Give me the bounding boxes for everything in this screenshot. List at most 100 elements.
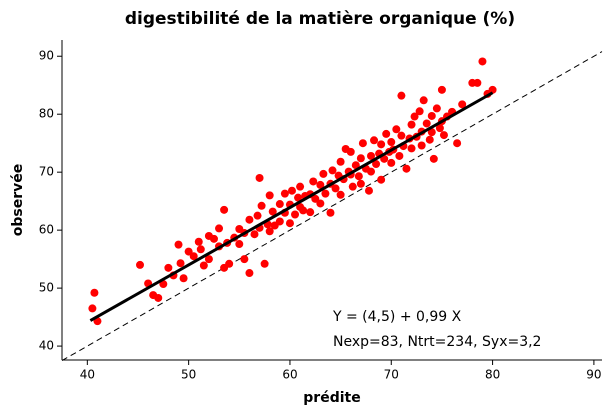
point [415, 107, 424, 116]
point [316, 180, 325, 189]
point [319, 169, 328, 178]
point [395, 151, 404, 160]
point [397, 91, 406, 100]
y-tick-label: 50 [39, 281, 54, 295]
point [348, 182, 357, 191]
point [294, 193, 303, 202]
point [407, 144, 416, 153]
point [176, 259, 185, 268]
point [265, 227, 274, 236]
point [204, 255, 213, 264]
point [306, 208, 315, 217]
point [280, 189, 289, 198]
point [311, 194, 320, 203]
point [265, 191, 274, 200]
point [419, 96, 428, 105]
y-tick-label: 70 [39, 165, 54, 179]
point [432, 104, 441, 113]
point [291, 210, 300, 219]
point [225, 259, 234, 268]
x-tick-label: 90 [586, 368, 601, 382]
point [189, 252, 198, 261]
point [275, 217, 284, 226]
point [275, 200, 284, 209]
point [417, 141, 426, 150]
point [199, 261, 208, 270]
point [255, 173, 264, 182]
point [435, 124, 444, 133]
point [354, 172, 363, 181]
point [346, 147, 355, 156]
point [184, 247, 193, 256]
point [309, 177, 318, 186]
point [397, 131, 406, 140]
x-tick-label: 80 [485, 368, 500, 382]
x-tick-label: 70 [384, 368, 399, 382]
point [387, 138, 396, 147]
point [235, 240, 244, 249]
point [427, 111, 436, 120]
point [328, 166, 337, 175]
point [488, 85, 497, 94]
point [245, 269, 254, 278]
point [370, 136, 379, 145]
y-tick-label: 80 [39, 107, 54, 121]
point [473, 78, 482, 87]
y-tick-label: 40 [39, 339, 54, 353]
point [285, 219, 294, 228]
point [245, 215, 254, 224]
point [427, 128, 436, 137]
point [174, 240, 183, 249]
point [458, 100, 467, 109]
annotation: Y = (4,5) + 0,99 X [332, 309, 462, 325]
point [154, 293, 163, 302]
point [196, 245, 205, 254]
point [287, 186, 296, 195]
identity-line [61, 51, 603, 362]
y-tick-label: 60 [39, 223, 54, 237]
point [439, 131, 448, 140]
point [358, 139, 367, 148]
point [336, 190, 345, 199]
point [356, 154, 365, 163]
point [220, 205, 229, 214]
point [356, 179, 365, 188]
y-tick-label: 90 [39, 49, 54, 63]
point [90, 288, 99, 297]
point [410, 112, 419, 121]
annotation: Nexp=83, Ntrt=234, Syx=3,2 [333, 334, 541, 350]
point [478, 57, 487, 66]
point [387, 158, 396, 167]
point [215, 224, 224, 233]
point [257, 201, 266, 210]
point [296, 182, 305, 191]
point [268, 207, 277, 216]
chart-title: digestibilité de la matière organique (%… [125, 9, 515, 29]
point [351, 161, 360, 170]
point [377, 140, 386, 149]
y-axis-label: observée [10, 164, 26, 237]
point [136, 260, 145, 269]
point [88, 304, 97, 313]
point [209, 234, 218, 243]
point [179, 274, 188, 283]
fit-line [89, 91, 494, 322]
point [164, 263, 173, 272]
x-axis-label: prédite [303, 390, 360, 406]
point [316, 199, 325, 208]
point [250, 230, 259, 239]
point [382, 129, 391, 138]
point [260, 259, 269, 268]
x-tick-label: 60 [282, 368, 297, 382]
point [253, 211, 262, 220]
point [422, 119, 431, 128]
x-tick-label: 40 [80, 368, 95, 382]
point [407, 120, 416, 129]
point [425, 135, 434, 144]
point [367, 151, 376, 160]
point [367, 167, 376, 176]
point [336, 157, 345, 166]
point [240, 255, 249, 264]
point [299, 206, 308, 215]
